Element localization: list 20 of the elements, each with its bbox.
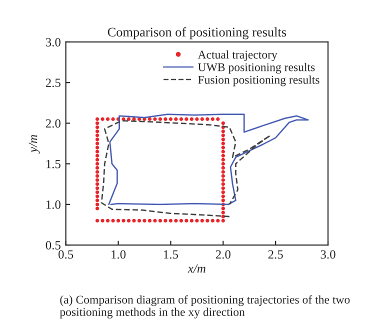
- y-tick-label: 1.5: [46, 160, 60, 168]
- legend-label: UWB positioning results: [198, 62, 315, 74]
- y-tick-label: 2.0: [46, 119, 60, 128]
- y-axis-title: y/m: [28, 135, 40, 154]
- x-tick-label: 0.5: [58, 250, 74, 259]
- x-tick-label: 2.5: [268, 250, 283, 259]
- x-tick-label: 1.5: [164, 250, 178, 259]
- text: (a) Comparison diagram of positioning trajectories of the two positioning methods in the xy direction: [60, 295, 350, 318]
- legend-label: Actual trajectory: [198, 50, 278, 62]
- x-tick-label: 1.0: [112, 250, 126, 259]
- y-tick-label: 2.5: [46, 78, 60, 88]
- legend-label: Fusion positioning results: [198, 75, 320, 86]
- y-tick-label: 0.5: [46, 241, 60, 250]
- x-axis-title: x/m: [188, 264, 206, 273]
- line-series: [108, 114, 309, 206]
- x-tick-label: 3.0: [320, 250, 336, 259]
- x-tick-label: 2.0: [216, 250, 230, 259]
- y-tick-label: 3.0: [46, 38, 60, 46]
- chart-title: Comparison of positioning results: [108, 27, 286, 40]
- y-tick-label: 1.0: [46, 200, 60, 209]
